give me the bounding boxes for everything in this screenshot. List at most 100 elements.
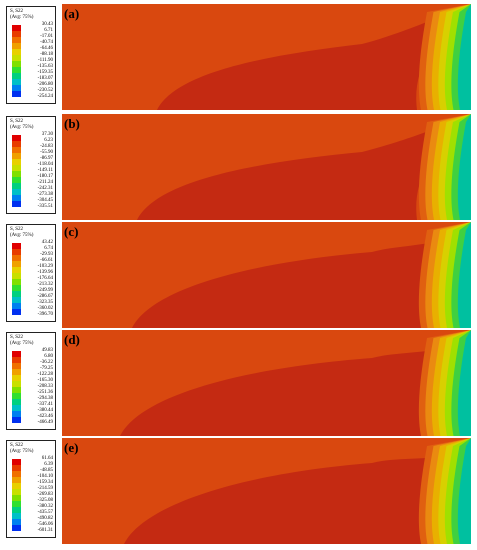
legend-value: -139.96 [37,270,53,275]
legend-value: -103.29 [37,264,53,269]
legend-value: 43.42 [41,240,53,245]
legend-value: -29.93 [40,252,53,257]
legend-value: -183.07 [37,76,53,81]
high-stress-region [137,118,467,220]
color-swatch [12,25,21,31]
legend-value: -149.11 [37,168,53,173]
legend-value: 6.23 [44,138,53,143]
legend-value: -176.64 [37,276,53,281]
color-swatch [12,411,21,417]
legend-value: -337.41 [37,402,53,407]
color-swatch [12,399,21,405]
high-stress-region [120,341,471,436]
color-swatch [12,489,21,495]
color-swatch [12,61,21,67]
legend-value: -251.36 [37,390,53,395]
legend-title: S, S22 [10,335,24,340]
color-swatch [12,471,21,477]
color-swatch [12,291,21,297]
color-swatch [12,177,21,183]
color-swatch [12,243,21,249]
color-swatch [12,357,21,363]
color-swatch [12,501,21,507]
legend-value: -435.57 [37,510,53,515]
legend-values: 37.30 6.23 -24.83 -55.90 -86.97 -118.04 -149.1… [23,132,53,210]
legend-title: S, S22 [10,443,24,448]
stress-field [62,114,471,220]
high-stress-region [132,232,471,328]
legend-value: -294.38 [37,396,53,401]
color-swatch [12,165,21,171]
legend-value: -64.46 [40,46,53,51]
stress-field [62,330,471,436]
color-swatch [12,73,21,79]
stress-band [457,222,471,328]
color-swatch [12,351,21,357]
color-swatch [12,147,21,153]
stress-field [62,438,471,544]
color-swatch [12,31,21,37]
legend-value: -230.52 [37,88,53,93]
legend-value: -118.04 [37,162,53,167]
color-swatch [12,309,21,315]
legend-value: -206.80 [37,82,53,87]
color-swatch [12,183,21,189]
color-swatch [12,387,21,393]
color-swatch [12,369,21,375]
color-swatch [12,477,21,483]
color-swatch [12,465,21,471]
legend-value: 6.71 [44,28,53,33]
legend-value: -66.61 [40,258,53,263]
legend-value: -286.67 [37,294,53,299]
contour-plot: (d) [62,330,471,436]
color-swatch [12,49,21,55]
panel-label: (c) [64,224,79,239]
legend-value: -490.82 [37,516,53,521]
legend-value: 6.39 [44,462,53,467]
legend-value: -104.10 [37,474,53,479]
legend-value: -122.28 [37,372,53,377]
contour-plot: (a) [62,4,471,110]
legend-value: -360.02 [37,306,53,311]
legend-value: -111.90 [37,58,53,63]
panel-label: (a) [64,6,80,21]
color-swatch [12,255,21,261]
legend-value: -24.83 [40,144,53,149]
legend-value: -601.31 [37,528,53,533]
legend: S, S22 (Avg: 75%) 61.64 6.39 -48.85 -104.10 -1… [6,440,56,538]
panel-label: (d) [64,332,80,347]
color-swatch [12,189,21,195]
high-stress-region [124,450,471,544]
color-bar [12,351,21,423]
legend-value: -249.99 [37,288,53,293]
legend-value: 6.74 [44,246,53,251]
contour-plot: (e) [62,438,471,544]
stress-band [457,4,471,110]
legend-value: -242.31 [37,186,53,191]
color-swatch [12,417,21,423]
high-stress-region [157,8,467,110]
color-bar [12,459,21,531]
color-swatch [12,525,21,531]
color-bar [12,135,21,207]
legend: S, S22 (Avg: 75%) 30.43 6.71 -17.01 -40.74 -64… [6,6,56,104]
stress-band [457,114,471,220]
legend-value: -159.34 [37,480,53,485]
color-swatch [12,195,21,201]
legend-subtitle: (Avg: 75%) [10,125,34,130]
color-swatch [12,159,21,165]
legend-title: S, S22 [10,227,24,232]
legend-value: -36.22 [40,360,53,365]
legend-values: 61.64 6.39 -48.85 -104.10 -159.34 -214.59 -269… [23,456,53,534]
color-swatch [12,85,21,91]
legend-value: 6.80 [44,354,53,359]
legend-value: -325.08 [37,498,53,503]
color-swatch [12,153,21,159]
legend-values: 30.43 6.71 -17.01 -40.74 -64.46 -88.18 -111.90… [23,22,53,100]
legend-value: -208.33 [37,384,53,389]
color-swatch [12,513,21,519]
legend-value: -269.83 [37,492,53,497]
legend-value: -380.44 [37,408,53,413]
legend-value: -254.24 [37,94,53,99]
color-swatch [12,201,21,207]
